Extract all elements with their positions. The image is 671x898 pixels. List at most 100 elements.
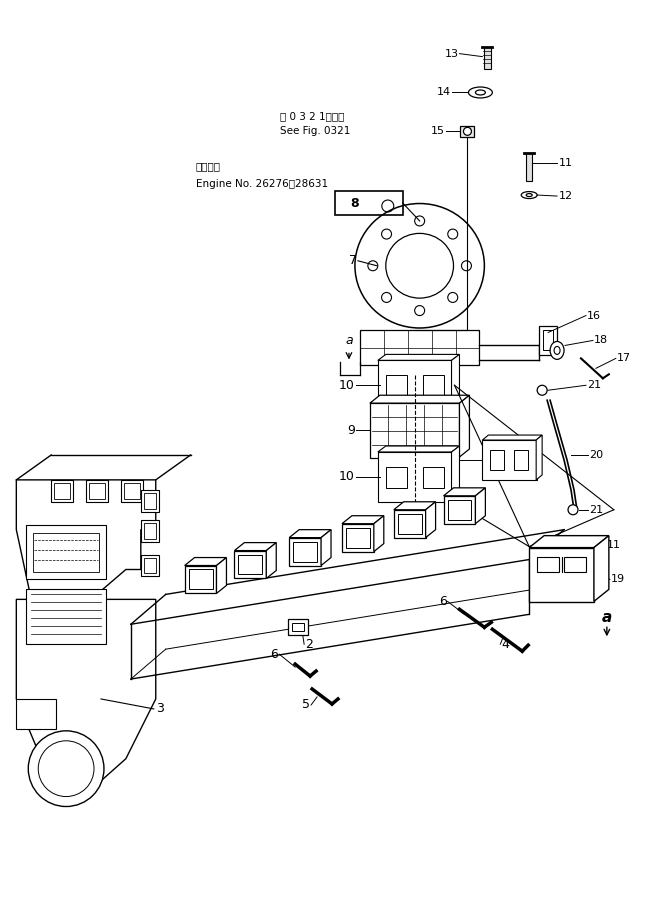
Polygon shape <box>185 558 226 566</box>
Text: 10: 10 <box>339 379 355 392</box>
Text: 18: 18 <box>594 336 608 346</box>
Polygon shape <box>452 355 460 410</box>
Bar <box>394 510 425 538</box>
Polygon shape <box>342 515 384 524</box>
Bar <box>448 500 472 520</box>
Bar <box>121 480 143 502</box>
Text: 9: 9 <box>347 424 355 436</box>
Polygon shape <box>482 435 542 440</box>
Polygon shape <box>476 488 485 524</box>
Text: 13: 13 <box>444 48 458 58</box>
Bar <box>543 330 553 350</box>
Text: 15: 15 <box>431 127 445 136</box>
Text: 7: 7 <box>349 254 357 268</box>
Bar <box>335 191 403 215</box>
Circle shape <box>464 128 472 136</box>
Text: 19: 19 <box>611 575 625 585</box>
Polygon shape <box>378 452 452 502</box>
Bar <box>293 541 317 561</box>
Text: 5: 5 <box>302 699 310 711</box>
Polygon shape <box>529 535 609 548</box>
Polygon shape <box>394 502 435 510</box>
Bar <box>16 699 56 729</box>
Bar <box>141 520 159 541</box>
Bar <box>185 566 217 594</box>
Bar <box>86 480 108 502</box>
Text: See Fig. 0321: See Fig. 0321 <box>280 127 351 136</box>
Text: 10: 10 <box>444 453 460 466</box>
Text: Engine No. 26276～28631: Engine No. 26276～28631 <box>195 179 327 189</box>
Text: 17: 17 <box>617 354 631 364</box>
Polygon shape <box>425 502 435 538</box>
Polygon shape <box>378 355 460 360</box>
Bar <box>26 524 106 579</box>
Polygon shape <box>217 558 226 594</box>
Bar <box>386 467 407 488</box>
Polygon shape <box>594 535 609 602</box>
Text: 10: 10 <box>339 471 355 483</box>
Bar <box>390 356 450 375</box>
Text: 12: 12 <box>560 586 574 596</box>
Bar <box>539 325 557 356</box>
Text: 6: 6 <box>439 594 446 608</box>
Polygon shape <box>374 515 384 551</box>
Bar <box>144 493 156 509</box>
Text: 11: 11 <box>607 540 621 550</box>
Text: 14: 14 <box>436 87 450 98</box>
Bar <box>51 480 73 502</box>
Text: 16: 16 <box>587 311 601 321</box>
Bar <box>514 450 528 470</box>
Bar <box>491 450 505 470</box>
Text: 11: 11 <box>559 158 573 168</box>
Ellipse shape <box>355 204 484 328</box>
Bar <box>346 528 370 548</box>
Circle shape <box>568 505 578 515</box>
Bar <box>189 569 213 589</box>
Circle shape <box>537 385 547 395</box>
Polygon shape <box>16 480 156 620</box>
Text: 12: 12 <box>559 191 573 201</box>
Bar <box>460 127 474 137</box>
Polygon shape <box>536 435 542 480</box>
Bar <box>386 375 407 396</box>
Bar <box>144 558 156 574</box>
Polygon shape <box>16 599 156 798</box>
Bar <box>423 375 444 396</box>
Bar <box>526 154 532 181</box>
Bar <box>26 589 106 644</box>
Polygon shape <box>289 530 331 538</box>
Bar <box>289 538 321 566</box>
Bar <box>289 620 308 635</box>
Bar <box>141 489 159 512</box>
Polygon shape <box>452 446 460 502</box>
Bar <box>144 523 156 539</box>
Bar <box>360 330 479 365</box>
Bar <box>238 555 262 575</box>
Polygon shape <box>321 530 331 566</box>
Bar <box>34 533 99 573</box>
Bar <box>370 403 460 458</box>
Bar <box>537 557 559 573</box>
Bar <box>423 467 444 488</box>
Bar <box>564 557 586 573</box>
Ellipse shape <box>550 341 564 359</box>
Text: 3: 3 <box>156 702 164 716</box>
Bar <box>594 548 600 571</box>
Bar <box>234 550 266 578</box>
Text: 20: 20 <box>589 450 603 460</box>
Polygon shape <box>460 395 470 457</box>
Text: 第 0 3 2 1図参照: 第 0 3 2 1図参照 <box>280 111 345 121</box>
Text: 1: 1 <box>370 524 378 536</box>
Bar <box>342 524 374 551</box>
Bar <box>529 548 594 603</box>
Text: a: a <box>602 610 612 625</box>
Bar <box>482 440 537 480</box>
Bar <box>124 483 140 498</box>
Bar <box>89 483 105 498</box>
Circle shape <box>28 731 104 806</box>
Text: 8: 8 <box>350 197 358 209</box>
Bar <box>484 47 491 68</box>
Text: 21: 21 <box>587 380 601 391</box>
Polygon shape <box>266 542 276 578</box>
Polygon shape <box>444 488 485 496</box>
